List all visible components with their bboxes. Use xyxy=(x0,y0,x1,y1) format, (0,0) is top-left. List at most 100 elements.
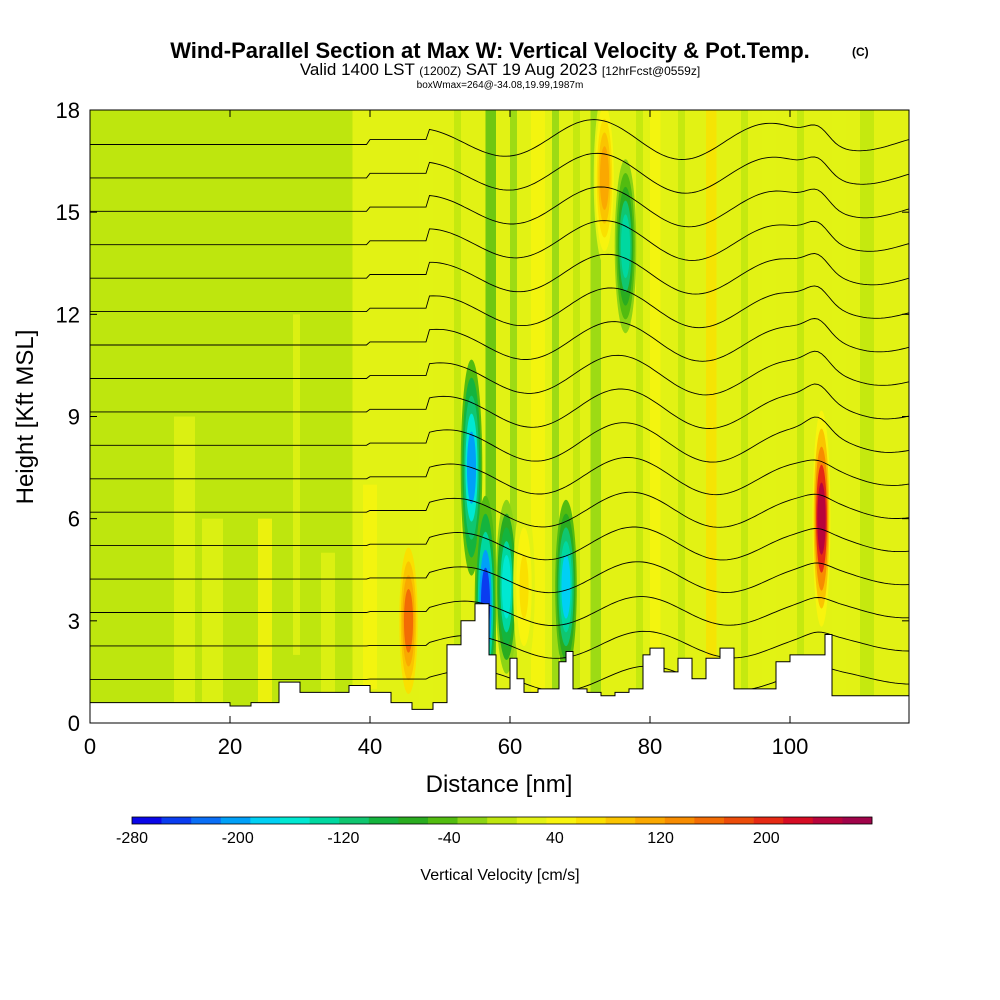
isentrope-line xyxy=(90,285,909,329)
colorbar-swatch xyxy=(694,817,725,824)
w-feature xyxy=(403,589,414,653)
w-features xyxy=(174,110,874,723)
subtitle-utc: (1200Z) xyxy=(419,64,461,78)
y-tick-label: 15 xyxy=(56,200,80,225)
isentrope-line xyxy=(90,350,909,396)
colorbar-swatch xyxy=(546,817,577,824)
colorbar-tick-label: 40 xyxy=(546,830,564,847)
w-feature xyxy=(817,482,826,555)
colorbar-swatch xyxy=(132,817,162,824)
isentrope-line xyxy=(90,561,909,594)
colorbar-tick-label: 120 xyxy=(647,830,674,847)
colorbar-swatch xyxy=(161,817,192,824)
y-tick-label: 12 xyxy=(56,302,80,327)
colorbar-frame xyxy=(131,816,873,825)
w-streak xyxy=(321,552,335,723)
colorbar-swatch xyxy=(398,817,429,824)
isentrope-line xyxy=(90,457,909,496)
colorbar-swatch xyxy=(753,817,784,824)
x-tick-label: 80 xyxy=(638,734,662,759)
colorbar-swatch xyxy=(428,817,458,824)
colorbar-tick-label: -280 xyxy=(116,830,148,847)
w-feature xyxy=(620,214,631,279)
colorbar-label: Vertical Velocity [cm/s] xyxy=(420,867,579,884)
x-tick-label: 100 xyxy=(772,734,809,759)
isentrope-line xyxy=(90,416,909,463)
x-tick-label: 60 xyxy=(498,734,522,759)
w-feature xyxy=(501,554,512,619)
y-tick-label: 18 xyxy=(56,98,80,123)
isentrope-line xyxy=(90,665,909,692)
colorbar-swatch xyxy=(487,817,518,824)
w-streak xyxy=(678,110,685,723)
x-axis: 0 20 40 60 80 100 xyxy=(84,110,808,759)
y-tick-label: 6 xyxy=(68,507,80,532)
colorbar-swatch xyxy=(280,817,310,824)
colorbar-swatch xyxy=(368,817,399,824)
isentrope-line xyxy=(90,383,909,429)
colorbar-tick-label: 200 xyxy=(753,830,780,847)
w-streak xyxy=(573,110,580,723)
isentrope-line xyxy=(90,630,909,659)
isentrope-line xyxy=(90,253,909,295)
colorbar-swatch xyxy=(220,817,251,824)
w-feature xyxy=(519,554,529,619)
colorbar-tick-label: -120 xyxy=(327,830,359,847)
colorbar-swatch xyxy=(250,817,281,824)
isentrope-line xyxy=(90,186,909,228)
w-streak xyxy=(454,110,461,723)
w-streak xyxy=(419,144,433,723)
subtitle-fcst: [12hrFcst@0559z] xyxy=(602,64,700,78)
w-streak xyxy=(485,110,496,723)
w-streak xyxy=(636,110,643,723)
y-tick-label: 9 xyxy=(68,405,80,430)
colorbar-swatch xyxy=(605,817,636,824)
colorbar-swatch xyxy=(664,817,695,824)
y-axis: 0 3 6 9 12 15 18 xyxy=(56,98,909,736)
w-feature xyxy=(561,554,571,619)
isentrope-line xyxy=(90,596,909,626)
w-streak xyxy=(363,484,377,689)
colorbar-swatch xyxy=(576,817,606,824)
subtitle-date: SAT 19 Aug 2023 xyxy=(466,60,598,79)
colorbar-swatch xyxy=(724,817,754,824)
w-streak xyxy=(762,110,776,723)
w-streak xyxy=(706,110,717,723)
colorbar-swatch xyxy=(812,817,843,824)
x-tick-label: 40 xyxy=(358,734,382,759)
colorbar-swatch xyxy=(309,817,340,824)
w-streak xyxy=(258,518,272,723)
colorbar-swatch xyxy=(783,817,814,824)
chart-subtitle-box: boxWmax=264@-34.08,19.99,1987m xyxy=(417,80,584,91)
x-tick-label: 0 xyxy=(84,734,96,759)
isentrope-line xyxy=(90,220,909,261)
isentrope-line xyxy=(90,491,909,528)
colorbar-swatch xyxy=(842,817,873,824)
w-streak xyxy=(293,314,300,655)
isentrope-line xyxy=(90,526,909,561)
isentrope-line xyxy=(90,318,909,362)
x-tick-label: 20 xyxy=(218,734,242,759)
w-streak xyxy=(202,518,223,723)
colorbar-swatch xyxy=(516,817,547,824)
terrain-mask xyxy=(89,603,910,724)
y-tick-label: 0 xyxy=(68,711,80,736)
w-streak xyxy=(552,110,559,723)
w-streak xyxy=(832,110,846,723)
colorbar: -280 -200 -120 -40 40 120 200 xyxy=(116,816,873,847)
w-streak xyxy=(510,110,517,723)
isentrope-line xyxy=(90,152,909,194)
subtitle-valid: Valid 1400 LST xyxy=(300,60,415,79)
w-streak xyxy=(590,110,601,723)
w-streak xyxy=(797,110,804,723)
colorbar-tick-label: -200 xyxy=(222,830,254,847)
colorbar-swatch xyxy=(339,817,370,824)
chart-title: Wind-Parallel Section at Max W: Vertical… xyxy=(170,38,810,63)
colorbar-tick-label: -40 xyxy=(438,830,461,847)
colorbar-swatch xyxy=(457,817,488,824)
y-axis-label: Height [Kft MSL] xyxy=(12,330,39,505)
chart-title-mark: (C) xyxy=(852,45,869,59)
y-tick-label: 3 xyxy=(68,609,80,634)
x-axis-label: Distance [nm] xyxy=(426,771,573,798)
